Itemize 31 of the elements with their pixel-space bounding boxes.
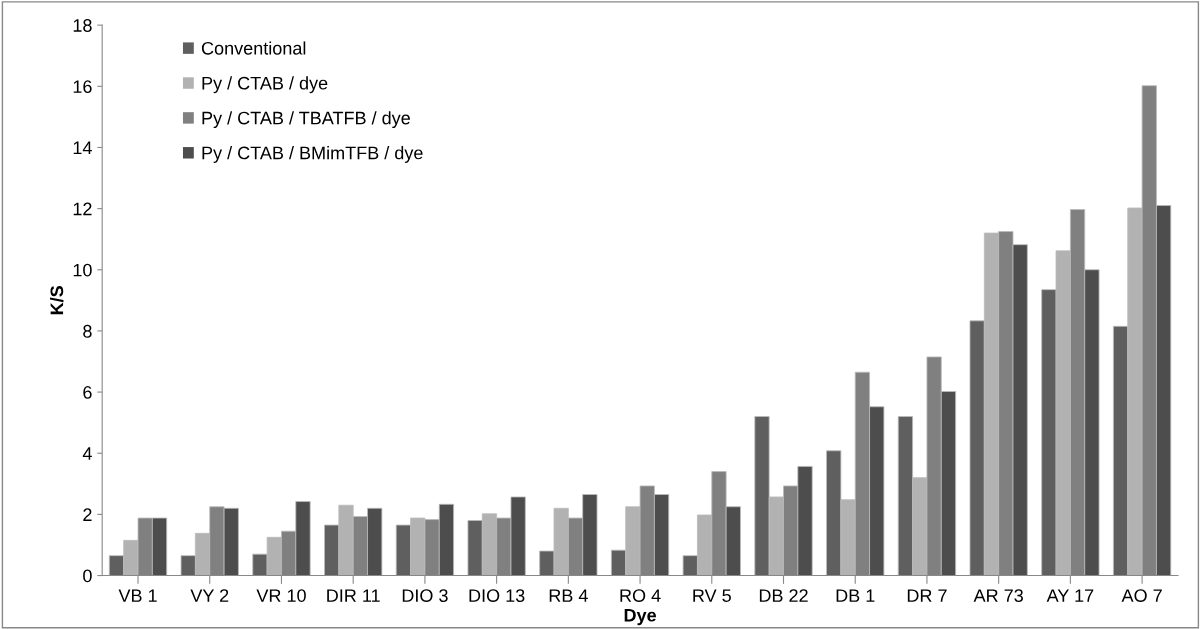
y-tick-label: 4: [82, 447, 92, 460]
x-tick-label: DR 7: [907, 589, 947, 602]
x-tick-label: AR 73: [973, 589, 1023, 602]
y-tick-label: 16: [73, 80, 92, 94]
x-tick-label: DB 22: [759, 589, 808, 602]
x-tick-label: RV 5: [693, 589, 731, 602]
y-tick-label: 14: [73, 141, 92, 155]
x-tick-label: DIR 11: [327, 589, 380, 602]
x-tick-label: VR 10: [256, 589, 306, 602]
x-tick-label: RO 4: [620, 589, 661, 602]
y-tick-label: 12: [73, 202, 92, 216]
x-tick-label: AY 17: [1046, 589, 1094, 602]
y-tick-label: 18: [73, 19, 92, 32]
legend-label: Py / CTAB / BMimTFB / dye: [202, 146, 423, 163]
x-tick-label: DB 1: [836, 589, 875, 602]
x-tick-label: RB 4: [549, 589, 588, 602]
x-tick-label: DIO 13: [469, 589, 525, 602]
x-tick-label: VY 2: [190, 589, 229, 602]
y-tick-label: 8: [83, 324, 92, 338]
x-axis-title: Dye: [624, 609, 657, 626]
y-axis-title: K/S: [49, 286, 64, 315]
legend-label: Py / CTAB / dye: [202, 76, 328, 94]
y-tick-label: 0: [83, 569, 92, 583]
y-tick-label: 6: [83, 386, 92, 399]
x-tick-label: VB 1: [118, 589, 157, 602]
x-tick-label: DIO 3: [402, 589, 448, 602]
y-tick-label: 2: [83, 508, 92, 521]
legend-label: Conventional: [201, 41, 306, 55]
legend-label: Py / CTAB / TBATFB / dye: [202, 111, 410, 129]
x-tick-label: AO 7: [1121, 589, 1162, 602]
y-tick-label: 10: [73, 263, 92, 277]
